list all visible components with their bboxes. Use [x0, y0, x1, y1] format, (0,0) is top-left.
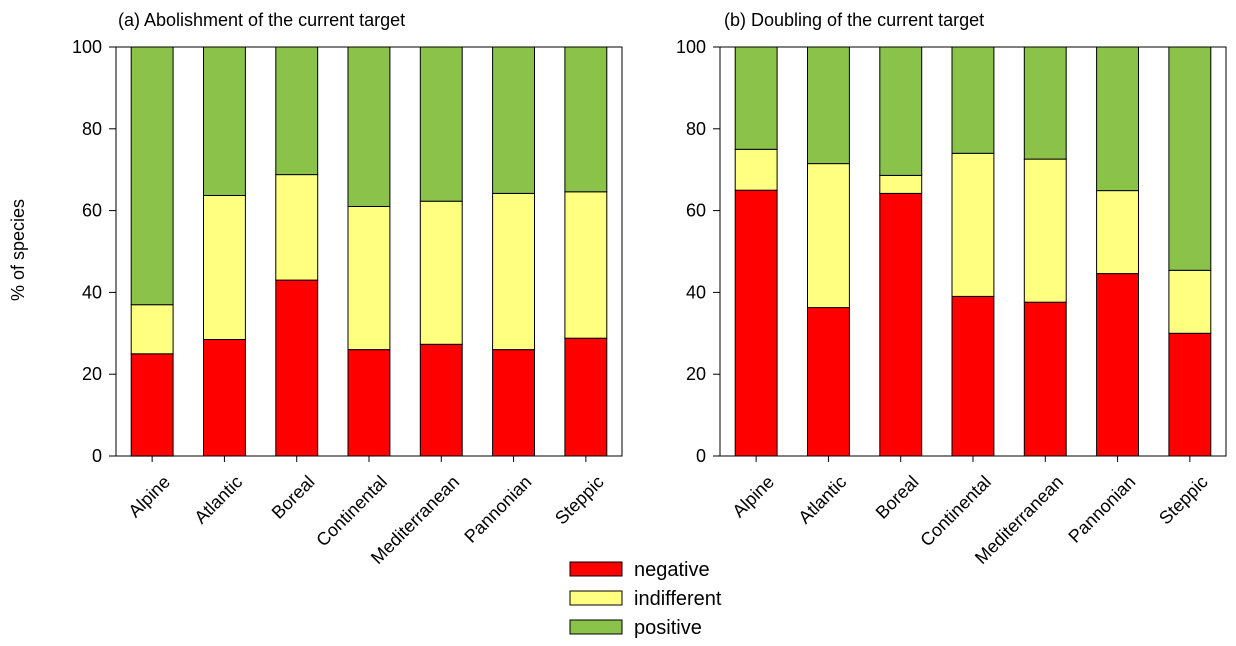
bar-b-boreal-positive: [879, 46, 923, 176]
bar-a-pannonian-positive: [492, 46, 536, 194]
bar-b-continental-positive: [951, 46, 995, 154]
bar-a-alpine-positive: [130, 46, 174, 306]
bar-b-atlantic-indifferent: [807, 163, 850, 309]
y-tick-label-a: 20: [82, 364, 102, 384]
bar-a-boreal-positive: [275, 46, 319, 176]
y-tick-label-a: 80: [82, 119, 102, 139]
bar-a-pannonian-negative: [492, 349, 536, 457]
bar-b-steppic-indifferent: [1168, 269, 1212, 334]
bar-a-mediterranean-negative: [419, 343, 463, 457]
bar-a-steppic-negative: [564, 337, 608, 457]
y-axis-label: % of species: [8, 199, 28, 301]
bar-b-atlantic-negative: [807, 307, 850, 457]
bar-b-continental-negative: [951, 296, 995, 457]
bar-a-atlantic-negative: [203, 338, 246, 457]
bar-b-atlantic-positive: [807, 46, 850, 165]
x-tick-label-b: Alpine: [728, 472, 778, 522]
x-tick-label-b: Atlantic: [794, 472, 850, 528]
bar-a-continental-negative: [347, 349, 391, 457]
y-tick-label-a: 100: [72, 37, 102, 57]
y-tick-label-a: 40: [82, 282, 102, 302]
bar-b-mediterranean-positive: [1023, 46, 1067, 160]
x-tick-label-a: Boreal: [268, 472, 319, 523]
y-tick-label-b: 60: [686, 201, 706, 221]
y-tick-label-a: 60: [82, 201, 102, 221]
bar-a-boreal-indifferent: [275, 174, 319, 281]
legend-swatch-negative: [569, 561, 623, 577]
panel-b-plot: Alpine Atlantic BorealContinentalMediterra…: [676, 37, 1227, 568]
bar-a-mediterranean-positive: [419, 46, 463, 202]
bar-b-steppic-positive: [1168, 46, 1212, 271]
y-tick-label-b: 100: [676, 37, 706, 57]
panel-a-title: (a) Abolishment of the current target: [118, 10, 405, 30]
bar-b-continental-indifferent: [951, 152, 995, 297]
y-tick-label-b: 0: [696, 446, 706, 466]
panel-a-plot: Alpine Atlantic BorealContinentalMediterra…: [72, 37, 623, 568]
plot-frame-a: [115, 46, 623, 457]
bar-a-continental-positive: [347, 46, 391, 207]
x-tick-label-b: Steppic: [1155, 472, 1212, 529]
legend-swatch-indifferent: [569, 590, 623, 606]
bar-b-pannonian-indifferent: [1096, 190, 1139, 275]
legend-label-positive: positive: [634, 617, 702, 639]
x-tick-label-a: Alpine: [124, 472, 174, 522]
x-tick-label-b: Continental: [916, 472, 995, 551]
bar-a-boreal-negative: [275, 279, 319, 457]
bar-b-alpine-negative: [734, 189, 778, 457]
bar-a-mediterranean-indifferent: [419, 200, 463, 345]
y-tick-label-b: 80: [686, 119, 706, 139]
legend-swatch-positive: [569, 619, 623, 635]
x-tick-label-a: Pannonian: [460, 472, 535, 547]
x-tick-label-b: Pannonian: [1064, 472, 1139, 547]
plot-frame-b: [719, 46, 1227, 457]
x-tick-label-b: Boreal: [872, 472, 923, 523]
bar-a-steppic-positive: [564, 46, 608, 193]
x-tick-label-a: Continental: [312, 472, 391, 551]
legend-label-indifferent: indifferent: [634, 588, 722, 610]
x-tick-label-a: Steppic: [551, 472, 608, 529]
bar-b-boreal-indifferent: [879, 174, 923, 194]
bar-b-mediterranean-indifferent: [1023, 158, 1067, 303]
bar-b-mediterranean-negative: [1023, 301, 1067, 457]
bar-b-alpine-positive: [734, 46, 778, 150]
bar-a-atlantic-positive: [203, 46, 246, 196]
legend-label-negative: negative: [634, 559, 710, 581]
panel-b-title: (b) Doubling of the current target: [724, 10, 984, 30]
bar-a-continental-indifferent: [347, 206, 391, 351]
bar-a-alpine-negative: [130, 353, 174, 457]
bar-b-pannonian-negative: [1096, 273, 1139, 457]
bar-a-steppic-indifferent: [564, 191, 608, 339]
x-tick-label-a: Atlantic: [190, 472, 246, 528]
bar-b-steppic-negative: [1168, 332, 1212, 457]
bar-a-alpine-indifferent: [130, 304, 174, 355]
bar-b-pannonian-positive: [1096, 46, 1139, 192]
bar-b-boreal-negative: [879, 192, 923, 457]
bar-b-alpine-indifferent: [734, 148, 778, 191]
y-tick-label-a: 0: [92, 446, 102, 466]
y-tick-label-b: 20: [686, 364, 706, 384]
y-tick-label-b: 40: [686, 282, 706, 302]
bar-a-atlantic-indifferent: [203, 195, 246, 340]
legend: negative indifferent positive: [569, 559, 722, 639]
bar-a-pannonian-indifferent: [492, 192, 536, 351]
